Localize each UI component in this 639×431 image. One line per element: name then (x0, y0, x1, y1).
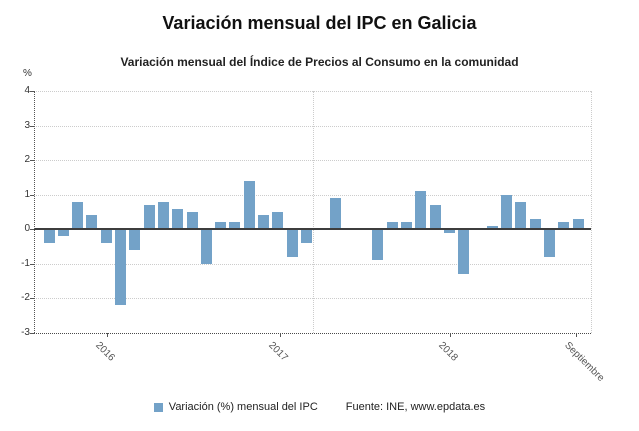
legend-item[interactable]: Variación (%) mensual del IPC (153, 401, 318, 413)
gridline-vertical (312, 91, 314, 333)
bar-2018-05[interactable] (515, 201, 527, 230)
bar-2018-08[interactable] (558, 222, 570, 230)
x-axis-tick-label: Septiembre (562, 340, 607, 384)
zero-line (34, 228, 591, 231)
bar-2015-08[interactable] (43, 229, 55, 244)
legend: Variación (%) mensual del IPC Fuente: IN… (0, 401, 639, 413)
bar-2017-09[interactable] (401, 222, 412, 230)
bar-2016-09[interactable] (229, 222, 241, 230)
chart-title: Variación mensual del IPC en Galicia (162, 13, 477, 33)
bar-2016-02[interactable] (129, 229, 141, 251)
y-axis-unit-label: % (23, 68, 32, 79)
bar-2018-01[interactable] (458, 229, 470, 275)
bar-2015-09[interactable] (57, 229, 69, 237)
y-axis-tick (30, 91, 34, 92)
bar-2016-06[interactable] (186, 212, 198, 230)
bar-2018-04[interactable] (501, 194, 513, 230)
x-axis-tick-label: 2016 (93, 340, 117, 364)
y-axis-tick (30, 160, 34, 162)
legend-label: Variación (%) mensual del IPC (168, 401, 318, 413)
bar-2015-12[interactable] (100, 229, 112, 244)
y-axis-tick (30, 194, 34, 196)
bar-2017-02[interactable] (300, 229, 312, 244)
bar-2016-12[interactable] (272, 212, 284, 230)
source-text: Fuente: INE, www.epdata.es (345, 401, 486, 413)
bar-2017-10[interactable] (415, 191, 427, 230)
y-axis-tick-label: -2 (21, 292, 30, 304)
y-axis-tick (30, 298, 34, 300)
y-axis-tick (30, 229, 34, 231)
bar-2017-07[interactable] (372, 229, 384, 261)
bar-2016-01[interactable] (115, 229, 126, 306)
y-axis-tick-label: 1 (24, 188, 30, 200)
gridline-vertical (591, 91, 592, 333)
legend-swatch-icon (153, 402, 163, 412)
y-axis-line (34, 91, 35, 333)
bar-2018-07[interactable] (544, 229, 555, 257)
bar-2018-09[interactable] (572, 218, 584, 230)
bar-2016-04[interactable] (157, 201, 169, 230)
bar-2017-12[interactable] (443, 229, 455, 233)
bar-2016-11[interactable] (258, 215, 269, 230)
y-axis-tick-label: 4 (24, 85, 30, 96)
x-axis-line (34, 333, 591, 334)
y-axis-tick-label: 2 (24, 154, 30, 166)
y-axis-tick (30, 263, 34, 265)
bar-2016-07[interactable] (200, 229, 212, 264)
bar-2017-11[interactable] (429, 205, 441, 230)
x-axis-tick-label: 2018 (436, 340, 460, 364)
x-axis-tick (450, 333, 451, 337)
x-axis-tick (107, 333, 108, 337)
bar-2017-04[interactable] (329, 198, 341, 230)
bar-2016-10[interactable] (243, 180, 255, 230)
bar-2017-01[interactable] (286, 229, 298, 257)
bar-2016-05[interactable] (172, 208, 184, 230)
bar-2015-11[interactable] (86, 215, 98, 230)
bar-2016-03[interactable] (143, 205, 155, 230)
x-axis-tick-label: 2017 (266, 340, 290, 364)
y-axis-tick (30, 333, 34, 334)
x-axis-tick (280, 333, 281, 337)
bar-2015-10[interactable] (72, 201, 84, 230)
chart-subtitle: Variación mensual del Índice de Precios … (120, 55, 519, 69)
y-axis-tick-label: -3 (21, 327, 30, 338)
y-axis-tick-label: 3 (24, 119, 30, 131)
y-axis-tick-label: 0 (24, 223, 30, 235)
bar-2018-06[interactable] (529, 218, 541, 230)
bar-2018-03[interactable] (486, 225, 498, 230)
y-axis-tick (30, 125, 34, 127)
y-axis-tick-label: -1 (21, 257, 30, 269)
bar-2017-08[interactable] (386, 222, 398, 230)
bar-2016-08[interactable] (215, 222, 227, 230)
x-axis-tick (576, 333, 577, 337)
